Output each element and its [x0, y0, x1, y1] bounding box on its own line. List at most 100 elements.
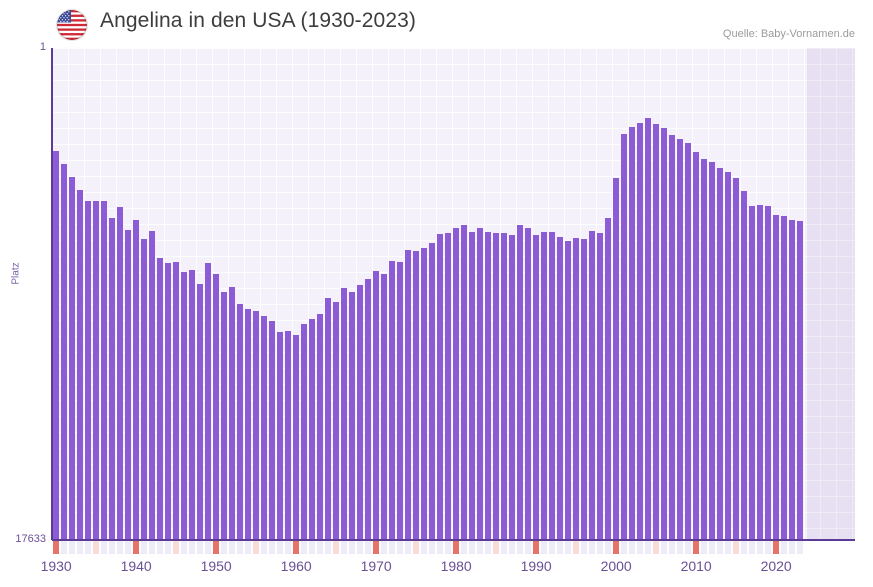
bar-2009[interactable] — [685, 143, 692, 540]
bar-1942[interactable] — [149, 231, 156, 540]
bar-1964[interactable] — [325, 297, 332, 540]
bar-1981[interactable] — [461, 224, 468, 540]
bar-1967[interactable] — [349, 291, 356, 540]
bar-2003[interactable] — [637, 122, 644, 540]
bar-1971[interactable] — [381, 274, 388, 540]
bar-1934[interactable] — [85, 200, 92, 540]
bar-1957[interactable] — [269, 321, 276, 540]
bar-1946[interactable] — [181, 271, 188, 540]
bar-1978[interactable] — [437, 233, 444, 540]
bar-1956[interactable] — [261, 316, 268, 540]
bar-1945[interactable] — [173, 262, 180, 540]
bar-1952[interactable] — [229, 287, 236, 540]
bar-1998[interactable] — [597, 233, 604, 540]
bar-1944[interactable] — [165, 263, 172, 540]
bar-1988[interactable] — [517, 224, 524, 540]
bar-1953[interactable] — [237, 303, 244, 540]
bar-1980[interactable] — [453, 228, 460, 540]
bar-1985[interactable] — [493, 233, 500, 540]
bar-1965[interactable] — [333, 301, 340, 540]
bar-1987[interactable] — [509, 235, 516, 540]
bar-2018[interactable] — [757, 205, 764, 540]
bar-1931[interactable] — [61, 163, 68, 540]
x-tick-1967 — [349, 541, 356, 554]
bar-1970[interactable] — [373, 270, 380, 540]
bar-1966[interactable] — [341, 288, 348, 540]
bar-1950[interactable] — [213, 273, 220, 540]
bar-2007[interactable] — [669, 135, 676, 540]
bar-2022[interactable] — [789, 219, 796, 540]
bar-1935[interactable] — [93, 200, 100, 540]
bar-2016[interactable] — [741, 190, 748, 540]
bar-1961[interactable] — [301, 323, 308, 540]
bar-1958[interactable] — [277, 331, 284, 540]
bar-2008[interactable] — [677, 138, 684, 540]
x-tick-1939 — [125, 541, 132, 554]
bar-1937[interactable] — [109, 217, 116, 540]
bar-1972[interactable] — [389, 261, 396, 540]
y-axis-bottom-label: 17633 — [15, 533, 46, 545]
bar-1993[interactable] — [557, 236, 564, 540]
bar-2005[interactable] — [653, 123, 660, 540]
bar-2021[interactable] — [781, 215, 788, 540]
bar-1999[interactable] — [605, 218, 612, 540]
bar-1930[interactable] — [53, 150, 60, 540]
bar-2020[interactable] — [773, 214, 780, 540]
bar-1940[interactable] — [133, 219, 140, 540]
bar-1989[interactable] — [525, 228, 532, 540]
bar-2013[interactable] — [717, 167, 724, 540]
bar-1973[interactable] — [397, 261, 404, 540]
bar-1992[interactable] — [549, 232, 556, 540]
bar-1954[interactable] — [245, 309, 252, 540]
bar-1963[interactable] — [317, 313, 324, 540]
x-tick-1972 — [389, 541, 396, 554]
bar-1996[interactable] — [581, 239, 588, 540]
bar-1969[interactable] — [365, 278, 372, 540]
bar-2019[interactable] — [765, 206, 772, 540]
bar-1968[interactable] — [357, 285, 364, 540]
bar-1938[interactable] — [117, 207, 124, 540]
bar-1933[interactable] — [77, 189, 84, 540]
bar-1962[interactable] — [309, 319, 316, 540]
bar-1947[interactable] — [189, 269, 196, 540]
bar-1932[interactable] — [69, 177, 76, 540]
bar-1994[interactable] — [565, 241, 572, 540]
bar-1975[interactable] — [413, 250, 420, 540]
bar-1995[interactable] — [573, 237, 580, 540]
bar-2004[interactable] — [645, 118, 652, 540]
bar-1960[interactable] — [293, 334, 300, 540]
x-tick-2004 — [645, 541, 652, 554]
bar-2014[interactable] — [725, 171, 732, 540]
bar-1951[interactable] — [221, 292, 228, 540]
bar-2017[interactable] — [749, 206, 756, 540]
bar-1982[interactable] — [469, 231, 476, 540]
bar-2010[interactable] — [693, 151, 700, 540]
bar-2011[interactable] — [701, 158, 708, 540]
bar-1939[interactable] — [125, 230, 132, 540]
bar-2015[interactable] — [733, 178, 740, 540]
bar-2001[interactable] — [621, 133, 628, 540]
bar-1949[interactable] — [205, 263, 212, 540]
bar-1936[interactable] — [101, 200, 108, 540]
bar-1977[interactable] — [429, 242, 436, 540]
bar-1948[interactable] — [197, 283, 204, 540]
bar-1974[interactable] — [405, 249, 412, 540]
bar-1976[interactable] — [421, 247, 428, 540]
bar-1990[interactable] — [533, 234, 540, 540]
bar-1955[interactable] — [253, 311, 260, 540]
bar-2002[interactable] — [629, 126, 636, 540]
bar-1983[interactable] — [477, 228, 484, 540]
bar-2000[interactable] — [613, 178, 620, 540]
bar-2006[interactable] — [661, 127, 668, 540]
bar-1979[interactable] — [445, 233, 452, 540]
bar-1986[interactable] — [501, 233, 508, 540]
bar-1943[interactable] — [157, 257, 164, 540]
bar-1941[interactable] — [141, 238, 148, 540]
bar-1991[interactable] — [541, 231, 548, 540]
x-axis-label-2000: 2000 — [600, 558, 632, 574]
bar-1997[interactable] — [589, 230, 596, 540]
bar-2012[interactable] — [709, 162, 716, 540]
bar-2023[interactable] — [797, 220, 804, 540]
bar-1984[interactable] — [485, 231, 492, 540]
bar-1959[interactable] — [285, 331, 292, 540]
